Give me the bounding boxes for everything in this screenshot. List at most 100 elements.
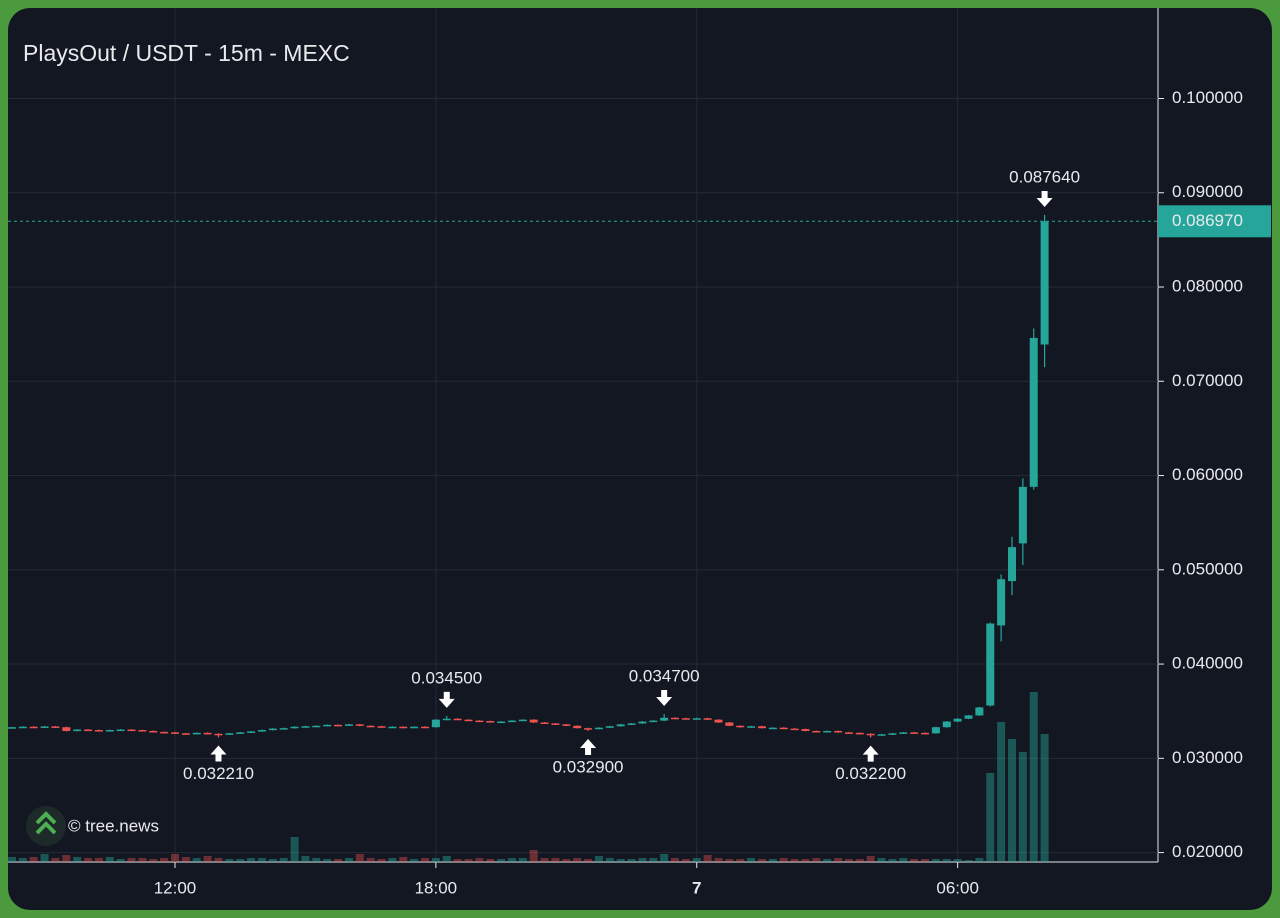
candle-body [942,721,951,728]
candle-body [192,732,201,735]
volume-bar [355,854,364,862]
candle-body [736,725,745,728]
annotation-arrow [580,738,597,755]
candle-body [986,623,995,706]
candle-body [671,717,680,720]
candle-body [529,719,538,723]
candle-body [171,732,179,734]
candle-body [790,728,799,731]
volume-bar [681,859,690,862]
y-tick-label: 0.070000 [1172,371,1243,390]
volume-bar [507,858,516,862]
volume-bar [192,858,201,862]
volume-bar [257,858,266,862]
volume-bar [790,859,799,862]
volume-bar [1018,752,1027,862]
volume-bar [703,855,712,862]
grid [8,8,1158,862]
volume-bar [62,855,71,862]
candle-body [888,733,897,735]
volume-bar [290,837,299,862]
volume-bar [834,858,843,862]
candle-body [681,718,690,720]
volume-bar [931,859,940,862]
candle-body [877,734,886,736]
candle-body [812,730,821,733]
volume-bar [181,857,190,862]
volume-bar [1029,692,1038,862]
candle-body [834,730,843,733]
candle-body [649,720,658,723]
candle-body [507,720,516,723]
volume-bar [18,858,27,862]
candle-body [964,715,973,719]
candle-body [714,719,723,723]
candle-body [801,729,810,731]
candle-body [105,730,114,732]
volume-bar [421,858,430,862]
candle-body [323,724,332,727]
candle-body [7,727,16,729]
candle-body [51,726,60,728]
volume-layer [7,692,1049,862]
candle-body [453,718,462,721]
volume-bar [388,858,397,862]
annotation-label: 0.032210 [183,764,254,783]
y-tick-label: 0.080000 [1172,276,1243,295]
candle-body [334,724,343,727]
candle-body [627,723,636,725]
volume-bar [736,859,745,862]
candle-body [823,730,832,733]
volume-bar [660,854,669,862]
candle-body [431,719,440,728]
candle-body [605,726,614,728]
annotation-arrow [210,745,227,762]
volume-bar [616,859,625,862]
annotation-arrow [656,690,673,707]
volume-bar [529,850,538,862]
candle-body [40,726,49,728]
volume-bar [986,773,995,862]
candle-body [344,724,353,726]
candle-body [594,727,603,730]
volume-bar [323,859,332,862]
candle-body [703,718,712,720]
volume-bar [877,858,886,862]
candle-body [410,726,419,729]
volume-bar [888,859,897,862]
volume-bar [866,856,875,862]
candle-body [725,722,734,726]
volume-bar [160,858,169,862]
volume-bar [171,854,179,862]
candle-body [497,721,506,724]
chart-background [8,8,1272,910]
candle-body [747,726,756,728]
volume-bar [399,857,408,862]
volume-bar [605,858,614,862]
volume-bar [649,858,658,862]
y-tick-label: 0.060000 [1172,465,1243,484]
volume-bar [627,859,636,862]
annotation-arrow [438,691,455,708]
volume-bar [997,722,1006,862]
candle-body [84,729,93,732]
candle-body [236,732,245,734]
candle-body [779,727,788,730]
candle-body [768,727,777,730]
volume-bar [377,859,386,862]
volume-bar [410,859,419,862]
volume-bar [812,858,821,862]
candle-body [138,730,147,732]
candle-body [584,728,593,730]
volume-bar [671,858,680,862]
volume-bar [594,856,603,862]
volume-bar [127,858,136,862]
candle-body [899,732,908,734]
volume-bar [768,859,777,862]
y-tick-label: 0.050000 [1172,559,1243,578]
candle-body [551,723,560,725]
candle-body [279,728,288,730]
volume-bar [344,858,353,862]
volume-bar [953,859,962,862]
